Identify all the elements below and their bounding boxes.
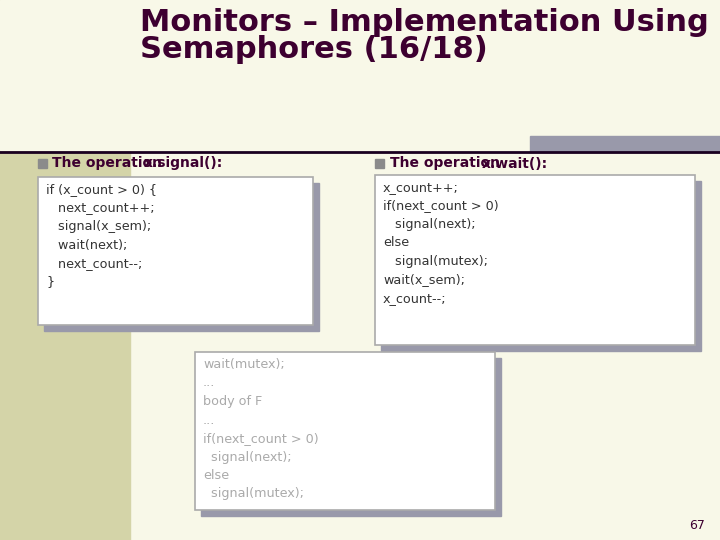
Text: The operation: The operation bbox=[390, 157, 505, 171]
Text: Semaphores (16/18): Semaphores (16/18) bbox=[140, 35, 487, 64]
Text: wait(mutex);
...
body of F
...
if(next_count > 0)
  signal(next);
else
  signal(: wait(mutex); ... body of F ... if(next_c… bbox=[203, 358, 319, 501]
Bar bbox=[195, 352, 495, 510]
Bar bbox=[530, 136, 720, 152]
Text: 67: 67 bbox=[689, 519, 705, 532]
Bar bbox=[381, 181, 701, 351]
Bar bbox=[38, 177, 313, 325]
Text: x_count++;
if(next_count > 0)
   signal(next);
else
   signal(mutex);
wait(x_sem: x_count++; if(next_count > 0) signal(nex… bbox=[383, 181, 499, 305]
Bar bbox=[0, 0, 130, 540]
Bar bbox=[201, 358, 501, 516]
Text: if (x_count > 0) {
   next_count++;
   signal(x_sem);
   wait(next);
   next_cou: if (x_count > 0) { next_count++; signal(… bbox=[46, 183, 157, 288]
Bar bbox=[375, 175, 695, 345]
Bar bbox=[0, 0, 720, 150]
Bar bbox=[375, 159, 384, 168]
Text: x.wait():: x.wait(): bbox=[482, 157, 548, 171]
Text: x.signal():: x.signal(): bbox=[144, 157, 223, 171]
Text: Monitors – Implementation Using: Monitors – Implementation Using bbox=[140, 8, 708, 37]
Bar bbox=[38, 159, 47, 168]
Text: The operation: The operation bbox=[52, 157, 167, 171]
Bar bbox=[44, 183, 319, 331]
